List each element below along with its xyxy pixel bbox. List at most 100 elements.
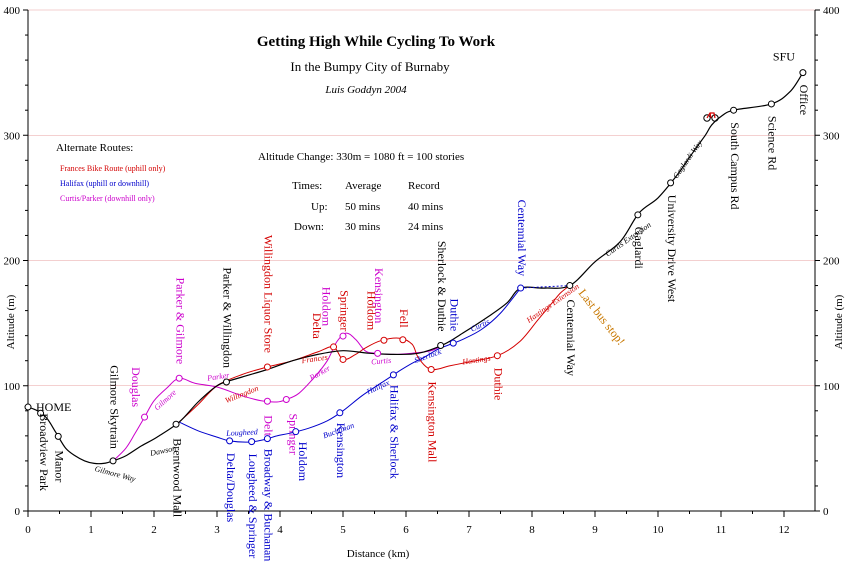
waypoint-label: Holdom (364, 291, 378, 331)
waypoint-label: Holdom (319, 287, 333, 327)
x-tick-label: 7 (466, 524, 472, 536)
x-tick-label: 8 (529, 524, 535, 536)
waypoint-marker (226, 437, 234, 445)
waypoint-label: Parker & Gilmore (173, 278, 187, 365)
bicycle-wheel-front (711, 114, 719, 122)
waypoint-label: Gaglardi (632, 227, 646, 270)
x-axis-label: Distance (km) (347, 548, 410, 560)
x-tick-label: 10 (653, 524, 665, 536)
route-label: Gilmore (152, 388, 178, 413)
chart-subtitle: In the Bumpy City of Burnaby (290, 59, 450, 74)
waypoint-marker (799, 69, 807, 77)
waypoint-marker (374, 349, 382, 357)
waypoint-label: Broadway & Buchanan (262, 449, 276, 562)
waypoint-marker (437, 342, 445, 350)
waypoint-marker (222, 378, 230, 386)
up-record: 40 mins (408, 201, 443, 213)
y-tick-label-right: 0 (823, 506, 829, 518)
waypoint-marker (667, 179, 675, 187)
x-tick-label: 6 (403, 524, 409, 536)
waypoint-marker (389, 371, 397, 379)
waypoint-label: Lougheed & Springer (246, 454, 260, 559)
legend-frances: Frances Bike Route (uphill only) (60, 164, 166, 173)
waypoint-marker (517, 284, 525, 292)
dotted-connector (520, 285, 570, 289)
col-average: Average (345, 180, 382, 192)
route-label: Frances (300, 353, 328, 366)
waypoint-marker (449, 339, 457, 347)
waypoint-label: Halifax & Sherlock (388, 385, 402, 479)
up-label: Up: (311, 201, 328, 213)
waypoint-marker (54, 432, 62, 440)
grid-layer (28, 9, 815, 387)
legend-curtis: Curtis/Parker (downhill only) (60, 194, 155, 203)
route-label: Curtis (371, 356, 392, 367)
waypoint-label: Duthie (492, 368, 506, 401)
bicycle-wheel-rear (703, 114, 711, 122)
waypoint-marker (141, 413, 149, 421)
waypoint-marker (172, 420, 180, 428)
y-tick-label-left: 300 (4, 130, 21, 142)
y-tick-label-left: 400 (4, 5, 21, 17)
waypoint-label: Fell (397, 309, 411, 328)
waypoint-marker (109, 457, 117, 465)
x-tick-label: 11 (716, 524, 727, 536)
waypoint-marker (175, 374, 183, 382)
waypoint-label: Holdom (296, 442, 310, 482)
x-tick-label: 4 (277, 524, 283, 536)
bicycle-icon (703, 112, 719, 122)
waypoint-label: Delta (262, 415, 276, 442)
waypoint-label: Parker & Willingdon (221, 267, 235, 368)
route-label: Gilmore Way (94, 464, 137, 484)
alternate-routes-legend: Alternate Routes: Frances Bike Route (up… (56, 142, 166, 203)
waypoint-label: Broadview Park (37, 413, 51, 491)
x-tick-label: 0 (25, 524, 31, 536)
waypoint-label: SFU (773, 50, 795, 64)
legend-title: Alternate Routes: (56, 142, 133, 154)
waypoint-label: Kensington (334, 423, 348, 478)
route-label: Sherlock (413, 347, 443, 365)
waypoint-marker (380, 336, 388, 344)
waypoint-label: Duthie (448, 299, 462, 332)
waypoint-marker (330, 343, 338, 351)
waypoint-label: Kensington Mall (425, 382, 439, 464)
waypoint-marker (24, 403, 32, 411)
waypoint-marker (282, 396, 290, 404)
waypoint-marker (730, 106, 738, 114)
y-tick-label-right: 200 (823, 256, 840, 268)
bicycle-frame (706, 112, 716, 119)
x-tick-label: 9 (592, 524, 598, 536)
waypoint-label: Sherlock & Duthie (435, 241, 449, 332)
route-label: Willingdon (224, 384, 260, 406)
x-tick-label: 1 (88, 524, 94, 536)
x-tick-label: 5 (340, 524, 346, 536)
down-record: 24 mins (408, 221, 443, 233)
waypoint-marker (634, 211, 642, 219)
altitude-change: Altitude Change: 330m = 1080 ft = 100 st… (258, 151, 464, 163)
waypoint-label: University Drive West (665, 195, 679, 303)
waypoint-label: Delta/Douglas (224, 453, 238, 523)
waypoint-marker (37, 409, 45, 417)
series-layer (27, 72, 804, 465)
waypoint-label: Gilmore Skytrain (107, 365, 121, 449)
x-tick-label: 2 (151, 524, 157, 536)
waypoint-marker (336, 409, 344, 417)
times-label: Times: (292, 180, 322, 192)
waypoint-label: Manor (52, 450, 66, 482)
y-axis-label-right: Altitude (m) (833, 294, 845, 349)
down-label: Down: (294, 221, 324, 233)
waypoint-label: HOME (36, 400, 71, 414)
route-label: Gaglardi Way (671, 138, 704, 180)
route-label: Halifax (364, 378, 391, 397)
waypoint-marker (292, 428, 300, 436)
waypoint-marker (566, 282, 574, 290)
waypoint-marker (263, 397, 271, 405)
waypoint-marker (263, 363, 271, 371)
up-average: 50 mins (345, 201, 380, 213)
last-bus-stop-note: Last bus stop! (576, 286, 628, 348)
x-tick-label: 3 (214, 524, 220, 536)
y-tick-label-left: 100 (4, 381, 21, 393)
waypoint-label: Office (797, 85, 811, 115)
